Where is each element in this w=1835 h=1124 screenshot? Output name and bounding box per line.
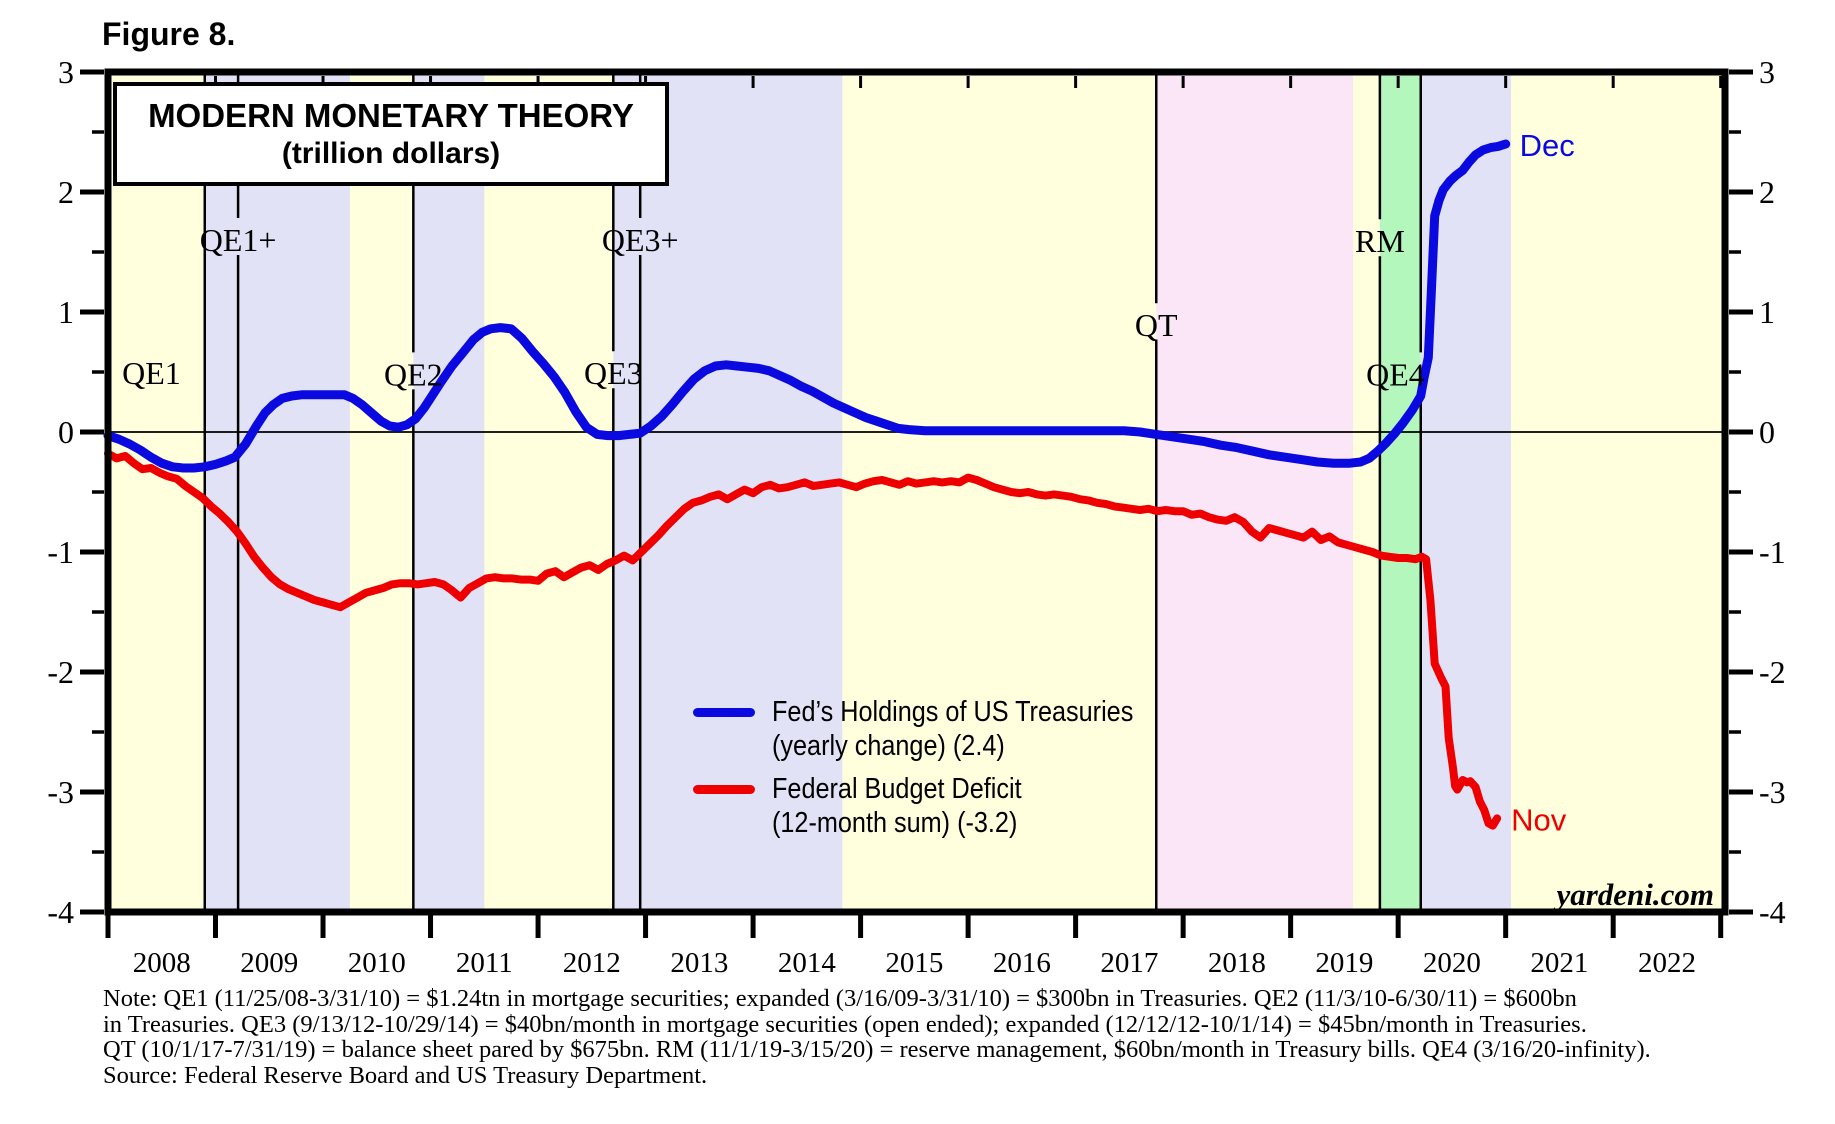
annotation-qe3plus: QE3+ bbox=[602, 222, 679, 258]
x-axis-label-year: 2008 bbox=[133, 947, 191, 979]
end-label-nov: Nov bbox=[1511, 802, 1567, 837]
footnote: Note: QE1 (11/25/08-3/31/10) = $1.24tn i… bbox=[103, 986, 1651, 1088]
x-axis-label-year: 2019 bbox=[1315, 947, 1373, 979]
series-fed-holdings-line bbox=[103, 139, 1511, 473]
x-axis-label-year: 2021 bbox=[1530, 947, 1588, 979]
y-axis-label-left: -1 bbox=[47, 534, 74, 570]
band-qe1 bbox=[204, 72, 350, 912]
figure-label: Figure 8. bbox=[102, 16, 236, 52]
y-axis-label-right: 0 bbox=[1759, 414, 1775, 450]
x-axis-label-year: 2010 bbox=[348, 947, 406, 979]
annotation-qe3: QE3 bbox=[584, 355, 643, 391]
x-axis-label-year: 2009 bbox=[240, 947, 298, 979]
legend-swatch-red bbox=[693, 785, 755, 794]
band-qe2 bbox=[413, 72, 485, 912]
y-axis-label-left: -4 bbox=[47, 894, 74, 930]
annotation-rm: RM bbox=[1355, 223, 1405, 259]
x-axis-label-year: 2014 bbox=[778, 947, 837, 979]
x-axis-label-year: 2022 bbox=[1638, 947, 1696, 979]
legend-label-fed-holdings-line1: Fed’s Holdings of US Treasuries bbox=[772, 696, 1134, 728]
legend-label-budget-deficit-line2: (12-month sum) (-3.2) bbox=[772, 807, 1018, 839]
x-axis-label-year: 2018 bbox=[1208, 947, 1266, 979]
legend-label-fed-holdings-line2: (yearly change) (2.4) bbox=[772, 730, 1005, 762]
legend-entry-budget-deficit: Federal Budget Deficit (12-month sum) (-… bbox=[693, 772, 1059, 840]
footnote-line-2: in Treasuries. QE3 (9/13/12-10/29/14) = … bbox=[103, 1010, 1587, 1038]
plot-frame bbox=[104, 68, 1729, 916]
y-axis-label-right: 1 bbox=[1759, 294, 1775, 330]
x-axis-label-year: 2016 bbox=[993, 947, 1051, 979]
series-budget-deficit-line bbox=[104, 449, 1502, 830]
y-axis-label-right: 2 bbox=[1759, 174, 1775, 210]
watermark-yardeni: yardeni.com bbox=[1552, 877, 1714, 912]
x-axis-label-year: 2011 bbox=[456, 947, 513, 979]
legend-entry-fed-holdings: Fed’s Holdings of US Treasuries (yearly … bbox=[693, 695, 1187, 763]
y-axis-label-left: 1 bbox=[58, 294, 74, 330]
footnote-source: Source: Federal Reserve Board and US Tre… bbox=[103, 1061, 708, 1089]
y-axis-label-left: -3 bbox=[47, 774, 74, 810]
chart-title-box: MODERN MONETARY THEORY (trillion dollars… bbox=[113, 82, 669, 186]
y-axis-label-right: -3 bbox=[1759, 774, 1786, 810]
footnote-line-3: QT (10/1/17-7/31/19) = balance sheet par… bbox=[103, 1036, 1651, 1063]
y-axis-label-left: 3 bbox=[58, 54, 74, 90]
x-axis-label-year: 2020 bbox=[1423, 947, 1481, 979]
y-axis-label-left: 0 bbox=[58, 414, 74, 450]
legend-swatch-blue bbox=[693, 708, 755, 717]
y-axis-label-right: -1 bbox=[1759, 534, 1786, 570]
end-label-dec: Dec bbox=[1520, 128, 1575, 163]
band-rm bbox=[1379, 72, 1421, 912]
band-qt bbox=[1156, 72, 1354, 912]
y-axis-label-right: -4 bbox=[1759, 894, 1786, 930]
chart-title: MODERN MONETARY THEORY bbox=[148, 97, 634, 134]
x-axis-label-year: 2012 bbox=[563, 947, 621, 979]
annotation-qe4: QE4 bbox=[1366, 356, 1425, 392]
y-axis-label-left: -2 bbox=[47, 654, 74, 690]
annotation-qe1: QE1 bbox=[122, 355, 181, 391]
y-axis-label-right: -2 bbox=[1759, 654, 1786, 690]
x-axis-label-year: 2015 bbox=[885, 947, 943, 979]
annotation-qt: QT bbox=[1135, 307, 1178, 343]
legend-label-budget-deficit-line1: Federal Budget Deficit bbox=[772, 773, 1022, 805]
annotation-qe1plus: QE1+ bbox=[200, 222, 277, 258]
y-axis-label-right: 3 bbox=[1759, 54, 1775, 90]
chart-subtitle: (trillion dollars) bbox=[281, 137, 501, 170]
band-qe3 bbox=[613, 72, 843, 912]
x-axis-label-year: 2017 bbox=[1100, 947, 1158, 979]
x-axis-label-year: 2013 bbox=[670, 947, 728, 979]
y-axis-label-left: 2 bbox=[58, 174, 74, 210]
annotation-qe2: QE2 bbox=[384, 356, 443, 392]
footnote-line-1: Note: QE1 (11/25/08-3/31/10) = $1.24tn i… bbox=[103, 985, 1577, 1012]
